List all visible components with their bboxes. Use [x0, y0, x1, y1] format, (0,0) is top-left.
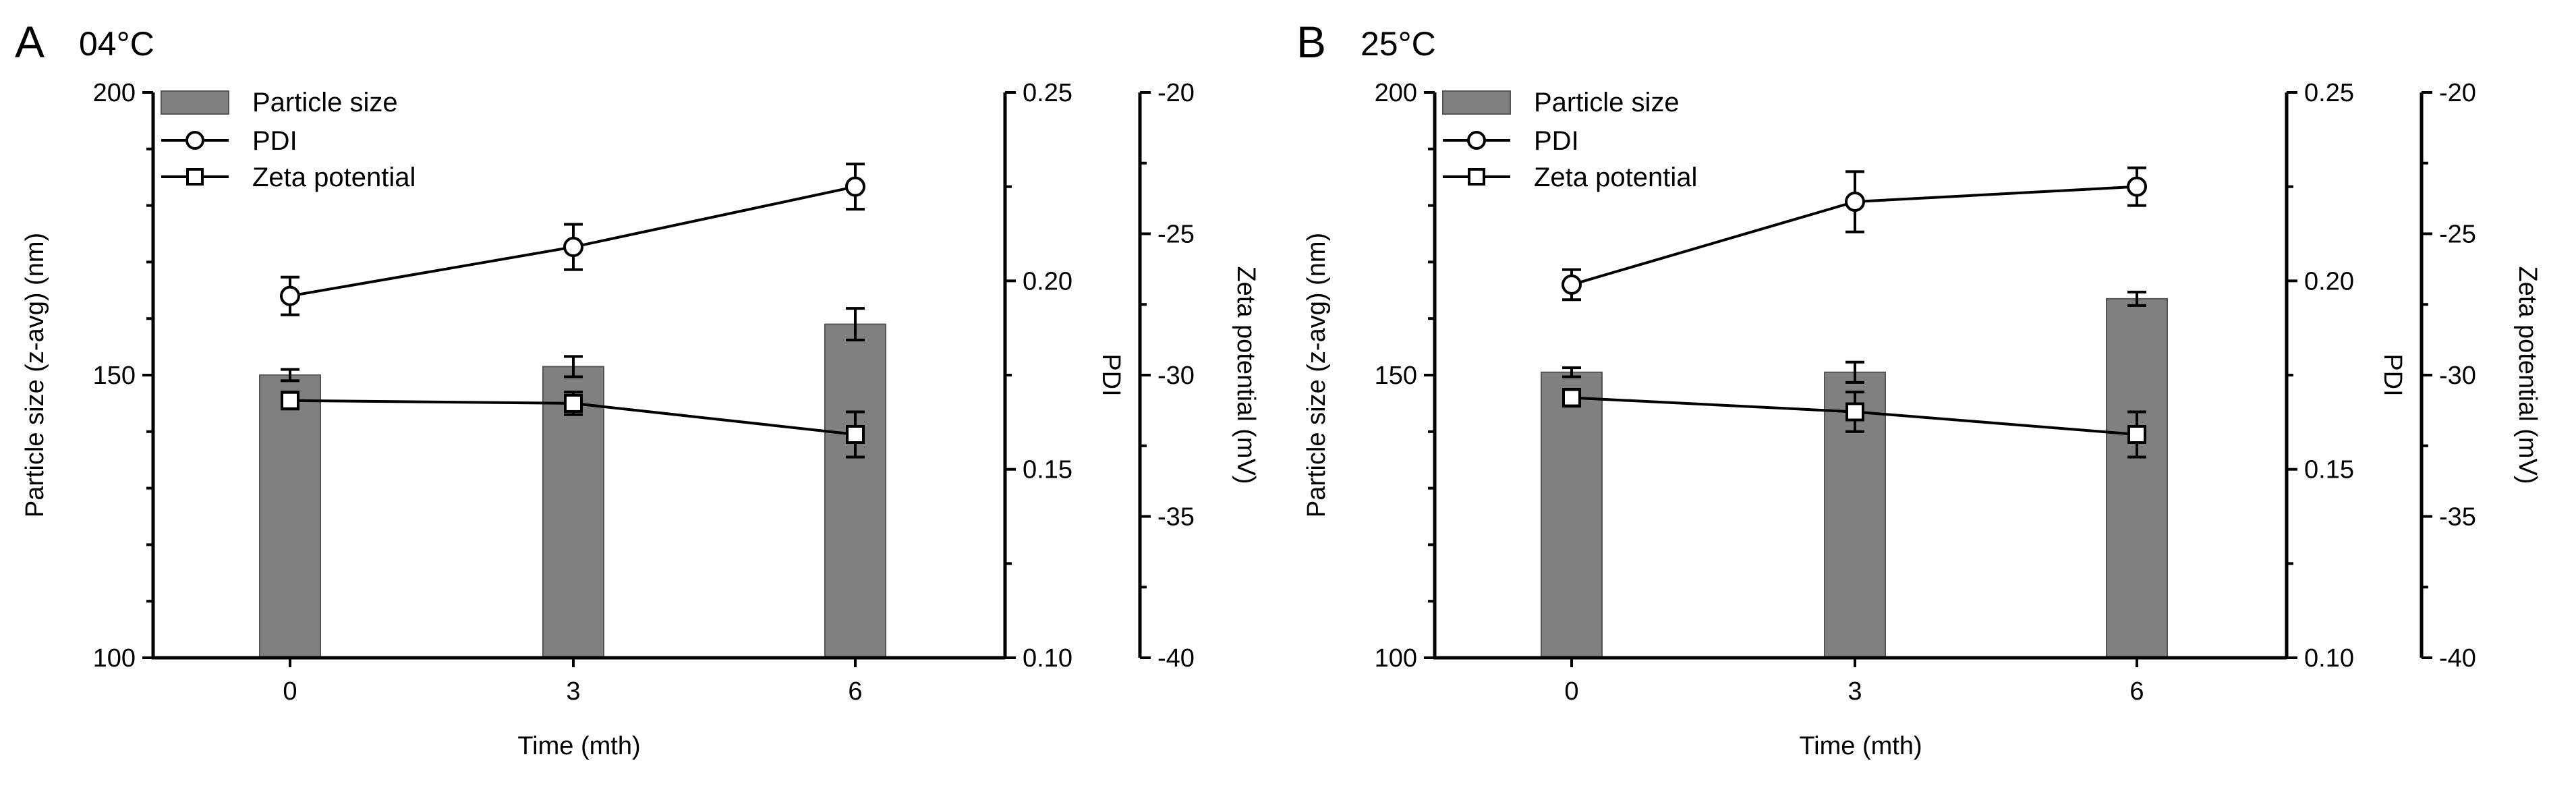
zeta-potential-marker	[564, 393, 583, 413]
y3-tick-label: -35	[2439, 503, 2476, 532]
y3-tick-label: -40	[1157, 644, 1195, 673]
y1-axis-label: Particle size (z-avg) (nm)	[1303, 233, 1331, 517]
y3-axis-label: Zeta potential (mV)	[1232, 266, 1260, 484]
pdi-marker	[1562, 274, 1582, 295]
panel-b: B 25°C 100 150 200 0.10 0.15 0.20 0.25 -40 -35 -30 -…	[1296, 17, 2542, 760]
legend-swatch-pdi-marker	[1467, 131, 1486, 150]
y2-tick-label: 0.15	[2304, 456, 2354, 484]
legend-swatch-zeta-marker	[1468, 168, 1485, 186]
y3-tick-label: -25	[2439, 221, 2476, 249]
y2-tick-label: 0.15	[1023, 456, 1072, 484]
y2-tick-label: 0.10	[2304, 644, 2354, 673]
y3-tick-label: -30	[2439, 362, 2476, 390]
pdi-marker	[280, 285, 300, 306]
y2-tick-label: 0.25	[1023, 79, 1072, 107]
pdi-marker	[845, 176, 865, 197]
y1-tick-label: 150	[1375, 362, 1417, 390]
y3-tick-label: -20	[1157, 79, 1195, 107]
legend-swatch-zeta-marker	[186, 168, 204, 186]
legend-label-pdi: PDI	[1534, 126, 1579, 156]
x-tick-label: 3	[1848, 677, 1862, 706]
particle-size-bar	[824, 323, 886, 658]
x-tick-label: 6	[848, 677, 862, 706]
legend-label-pdi: PDI	[252, 126, 297, 156]
y1-tick-label: 100	[93, 644, 136, 673]
x-tick-label: 0	[283, 677, 297, 706]
y3-tick-label: -20	[2439, 79, 2476, 107]
panel-letter: A	[15, 17, 45, 67]
legend-swatch-pdi-marker	[185, 131, 204, 150]
y3-tick-label: -30	[1157, 362, 1195, 390]
pdi-marker	[563, 237, 583, 258]
y1-tick-label: 100	[1375, 644, 1417, 673]
zeta-potential-marker	[1845, 402, 1864, 422]
y1-tick-label: 200	[1375, 79, 1417, 107]
y2-axis-label: PDI	[1097, 354, 1125, 396]
legend-swatch-particle-size	[1442, 90, 1511, 115]
particle-size-bar	[2106, 298, 2168, 658]
panel-letter: B	[1296, 17, 1326, 67]
legend-label-zeta-potential: Zeta potential	[252, 163, 416, 192]
y2-tick-label: 0.25	[2304, 79, 2354, 107]
x-axis-label: Time (mth)	[1799, 732, 1922, 760]
y2-axis-label: PDI	[2378, 354, 2407, 396]
y3-tick-label: -25	[1157, 221, 1195, 249]
panel-title: 25°C	[1361, 25, 1436, 63]
panel-title: 04°C	[79, 25, 154, 63]
y2-tick-label: 0.20	[2304, 267, 2354, 295]
y1-axis-label: Particle size (z-avg) (nm)	[21, 233, 49, 517]
y3-axis-label: Zeta potential (mV)	[2513, 266, 2542, 484]
x-tick-label: 3	[566, 677, 580, 706]
zeta-potential-marker	[1562, 388, 1581, 407]
y1-tick-label: 200	[93, 79, 136, 107]
y2-tick-label: 0.20	[1023, 267, 1072, 295]
x-axis-label: Time (mth)	[517, 732, 640, 760]
pdi-marker	[2127, 176, 2147, 197]
legend-swatch-particle-size	[161, 90, 229, 115]
particle-size-bar	[259, 374, 321, 658]
y1-tick-label: 150	[93, 362, 136, 390]
zeta-potential-marker	[281, 391, 299, 410]
legend-label-zeta-potential: Zeta potential	[1534, 163, 1697, 192]
pdi-marker	[1845, 192, 1865, 213]
x-tick-label: 6	[2129, 677, 2144, 706]
legend-label-particle-size: Particle size	[1534, 88, 1680, 117]
legend-label-particle-size: Particle size	[252, 88, 398, 117]
particle-size-bar	[1541, 371, 1603, 658]
y3-tick-label: -40	[2439, 644, 2476, 673]
zeta-potential-marker	[846, 424, 865, 444]
x-tick-label: 0	[1564, 677, 1578, 706]
y3-tick-label: -35	[1157, 503, 1195, 532]
panel-a: A 04°C 100 150 200 0.10 0.15 0.20 0.25 -40 -35 -30 -…	[15, 17, 1260, 760]
y2-tick-label: 0.10	[1023, 644, 1072, 673]
zeta-potential-marker	[2127, 424, 2146, 444]
